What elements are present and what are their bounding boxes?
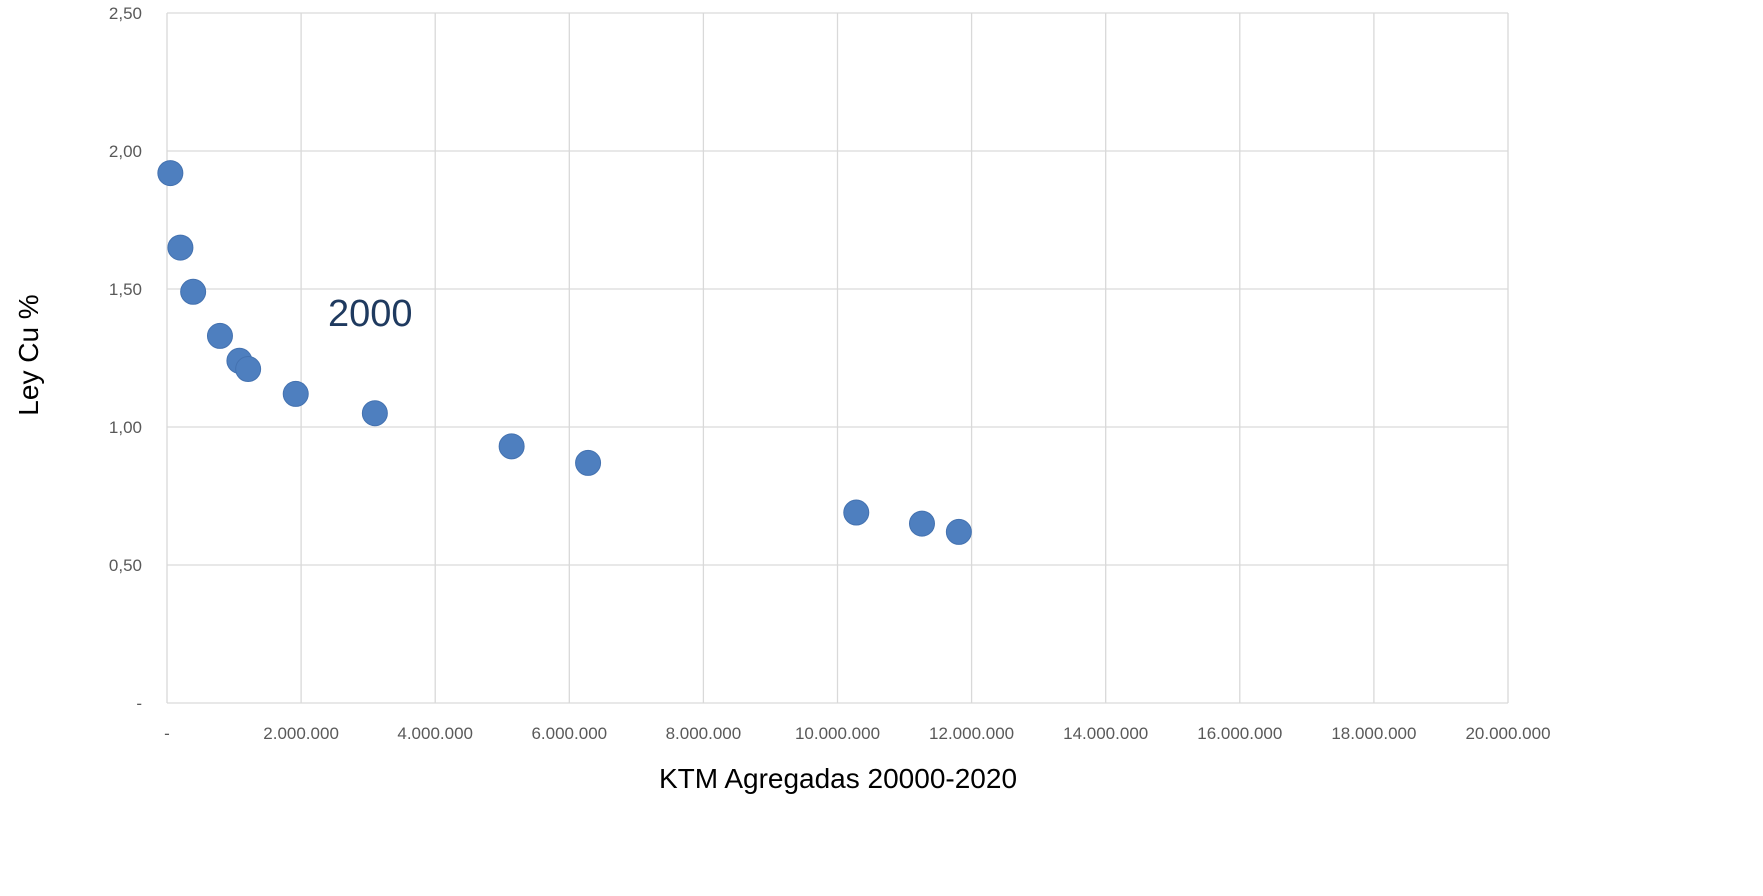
data-point — [361, 400, 388, 427]
y-tick-label: 0,50 — [109, 556, 142, 575]
data-point — [157, 160, 184, 187]
x-tick-label: 20.000.000 — [1465, 724, 1550, 743]
x-tick-label: 18.000.000 — [1331, 724, 1416, 743]
y-tick-label: 2,50 — [109, 4, 142, 23]
data-point — [235, 356, 262, 383]
data-point — [498, 433, 525, 460]
data-point — [180, 278, 207, 305]
data-point — [945, 518, 972, 545]
x-tick-label: 14.000.000 — [1063, 724, 1148, 743]
data-point — [908, 510, 935, 537]
y-axis-tick-labels: - 0,50 1,00 1,50 2,00 2,50 — [109, 4, 142, 713]
x-axis-tick-labels: - 2.000.000 4.000.000 6.000.000 8.000.000 10.… — [164, 724, 1550, 743]
data-point — [206, 322, 233, 349]
data-point — [575, 449, 602, 476]
x-tick-label: 12.000.000 — [929, 724, 1014, 743]
y-tick-label: - — [136, 694, 142, 713]
data-point — [167, 234, 194, 261]
data-point — [843, 499, 870, 526]
x-tick-label: 16.000.000 — [1197, 724, 1282, 743]
x-tick-label: 2.000.000 — [263, 724, 339, 743]
annotation-label: 2000 — [328, 293, 413, 335]
x-axis-title: KTM Agregadas 20000-2020 — [659, 763, 1017, 794]
y-tick-label: 2,00 — [109, 142, 142, 161]
x-tick-label: 8.000.000 — [666, 724, 742, 743]
data-points — [157, 160, 972, 545]
data-point — [282, 380, 309, 407]
y-tick-label: 1,00 — [109, 418, 142, 437]
x-tick-label: 10.000.000 — [795, 724, 880, 743]
y-axis-title: Ley Cu % — [13, 294, 44, 415]
gridlines — [166, 12, 1509, 704]
x-tick-label: 6.000.000 — [531, 724, 607, 743]
y-tick-label: 1,50 — [109, 280, 142, 299]
x-tick-label: 4.000.000 — [397, 724, 473, 743]
x-tick-label: - — [164, 724, 170, 743]
